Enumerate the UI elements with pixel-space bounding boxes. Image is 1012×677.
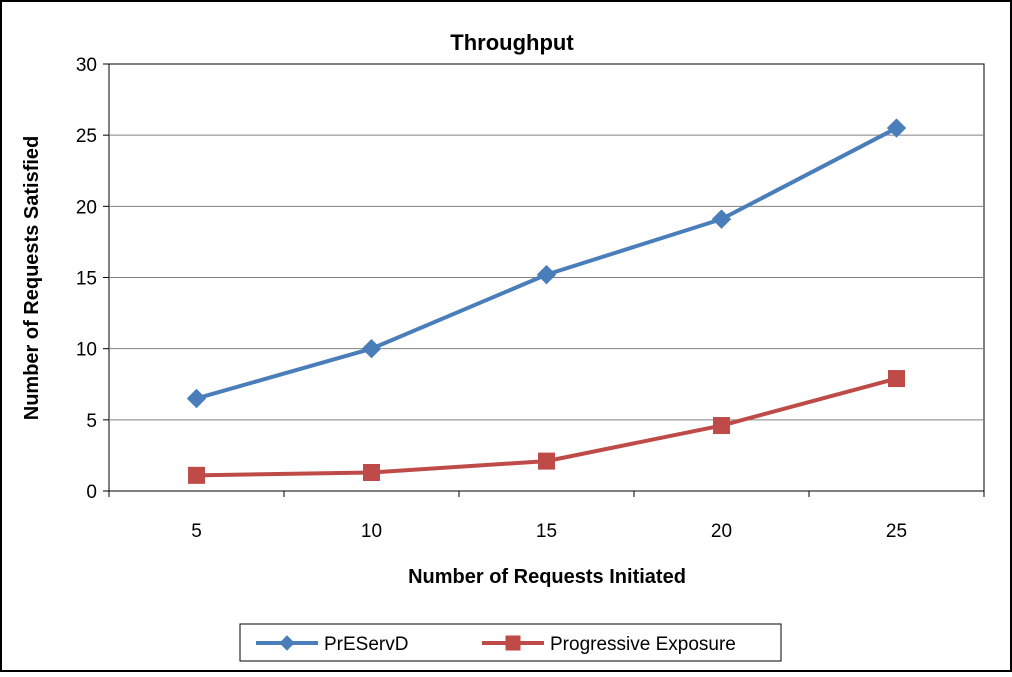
x-tick-label: 10 [361, 521, 382, 542]
legend-label: PrEServD [324, 634, 408, 655]
x-tick-label: 25 [886, 521, 907, 542]
data-point-diamond [279, 635, 295, 651]
series-0 [186, 118, 907, 409]
chart-title: Throughput [450, 30, 574, 55]
x-tick-label: 5 [191, 521, 202, 542]
data-point-square [505, 635, 521, 651]
data-point-diamond [186, 388, 207, 409]
y-tick-label: 15 [76, 269, 97, 290]
data-point-diamond [361, 338, 382, 359]
series-1 [188, 370, 905, 484]
y-tick-label: 25 [76, 126, 97, 147]
data-point-square [188, 466, 205, 484]
y-axis-ticks: 0 5 10 15 20 25 30 [76, 55, 109, 503]
y-tick-label: 30 [76, 55, 97, 76]
legend: PrEServD Progressive Exposure [239, 623, 782, 662]
y-tick-label: 0 [86, 482, 97, 503]
data-point-diamond [711, 209, 732, 229]
x-tick-label: 20 [711, 521, 732, 542]
y-tick-label: 20 [76, 197, 97, 218]
legend-label: Progressive Exposure [550, 634, 736, 655]
series-layer [186, 118, 907, 484]
x-tick-label: 15 [536, 521, 557, 542]
y-tick-label: 10 [76, 340, 97, 361]
data-point-square [363, 463, 380, 481]
y-axis-title: Number of Requests Satisfied [21, 136, 43, 421]
x-axis-title: Number of Requests Initiated [408, 566, 686, 588]
x-axis-ticks: 5 10 15 20 25 [108, 491, 985, 542]
data-point-square [888, 370, 905, 388]
y-tick-label: 5 [86, 411, 97, 432]
data-point-square [538, 452, 555, 470]
data-point-diamond [886, 118, 907, 138]
data-point-square [713, 417, 730, 435]
data-point-diamond [536, 264, 557, 285]
